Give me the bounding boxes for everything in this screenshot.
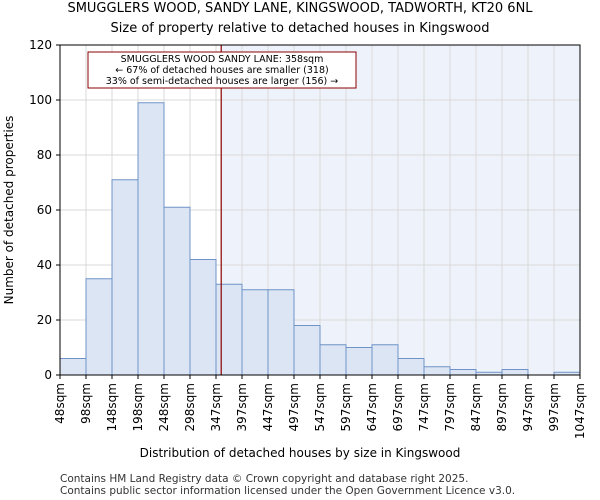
x-tick-label: 447sqm — [261, 383, 275, 431]
x-tick-label: 897sqm — [495, 383, 509, 431]
y-tick-label: 100 — [29, 93, 52, 107]
y-axis-ticks: 0 20 40 60 80 100 120 — [29, 38, 60, 382]
x-tick-label: 198sqm — [131, 383, 145, 431]
bar — [449, 369, 477, 376]
bars — [59, 102, 581, 376]
bar — [345, 347, 373, 376]
x-tick-label: 347sqm — [209, 383, 223, 431]
bar — [371, 344, 399, 376]
y-tick-label: 0 — [44, 368, 52, 382]
plot-area: SMUGGLERS WOOD SANDY LANE: 358sqm ← 67% … — [59, 44, 581, 376]
annotation-title: SMUGGLERS WOOD SANDY LANE: 358sqm — [121, 54, 324, 65]
x-tick-label: 847sqm — [469, 383, 483, 431]
x-tick-label: 397sqm — [235, 383, 249, 431]
footer-line1: Contains HM Land Registry data © Crown c… — [60, 473, 468, 485]
x-tick-label: 647sqm — [365, 383, 379, 431]
y-tick-label: 40 — [37, 258, 52, 272]
x-tick-label: 747sqm — [417, 383, 431, 431]
bar — [85, 278, 113, 376]
y-tick-label: 60 — [37, 203, 52, 217]
x-tick-label: 947sqm — [521, 383, 535, 431]
annotation-frame — [87, 51, 357, 89]
x-tick-label: 148sqm — [105, 383, 119, 431]
annotation-larger: 33% of semi-detached houses are larger (… — [106, 76, 339, 87]
x-tick-label: 497sqm — [287, 383, 301, 431]
x-tick-label: 48sqm — [53, 383, 67, 424]
bar — [215, 283, 243, 376]
x-tick-label: 997sqm — [547, 383, 561, 431]
x-tick-label: 1047sqm — [573, 383, 587, 439]
chart-title-line2: Size of property relative to detached ho… — [111, 21, 490, 36]
bar — [111, 179, 139, 376]
bar — [137, 102, 165, 376]
bar — [163, 206, 191, 376]
y-axis-label: Number of detached properties — [2, 116, 16, 305]
x-tick-label: 248sqm — [157, 383, 171, 431]
chart-title-line1: SMUGGLERS WOOD, SANDY LANE, KINGSWOOD, T… — [67, 1, 533, 16]
x-axis-label: Distribution of detached houses by size … — [140, 446, 461, 460]
bar — [293, 325, 321, 376]
bar — [241, 289, 269, 376]
x-tick-label: 797sqm — [443, 383, 457, 431]
bar — [59, 358, 87, 376]
x-tick-label: 697sqm — [391, 383, 405, 431]
y-tick-label: 80 — [37, 148, 52, 162]
x-tick-label: 298sqm — [183, 383, 197, 431]
y-tick-label: 120 — [29, 38, 52, 52]
bar — [397, 358, 425, 376]
x-tick-label: 547sqm — [313, 383, 327, 431]
x-tick-label: 597sqm — [339, 383, 353, 431]
footer-line2: Contains public sector information licen… — [60, 485, 515, 497]
bar — [501, 369, 529, 376]
annotation-smaller: ← 67% of detached houses are smaller (31… — [115, 65, 328, 76]
bar — [189, 259, 217, 376]
bar — [423, 366, 451, 376]
y-tick-label: 20 — [37, 313, 52, 327]
bar — [267, 289, 295, 376]
annotation-box: SMUGGLERS WOOD SANDY LANE: 358sqm ← 67% … — [87, 51, 357, 89]
bar — [319, 344, 347, 376]
x-axis-ticks: 48sqm 98sqm 148sqm 198sqm 248sqm 298sqm 347sqm… — [53, 375, 587, 439]
x-tick-label: 98sqm — [79, 383, 93, 424]
